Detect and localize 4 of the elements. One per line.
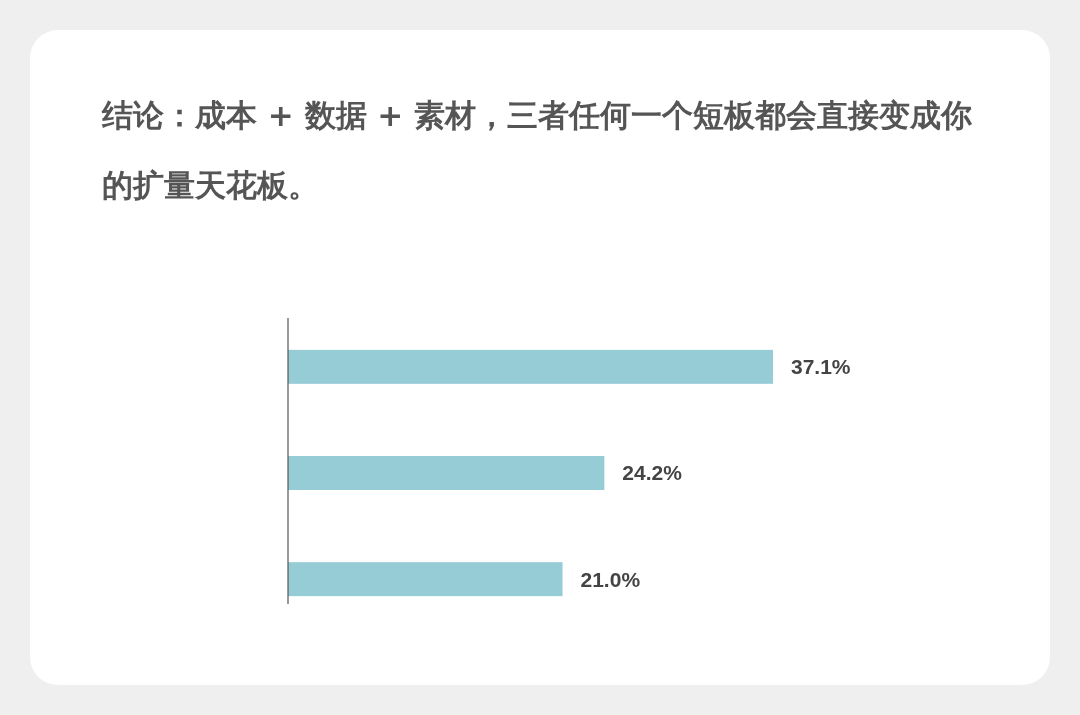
data-label: 37.1% [791,355,851,379]
chart-title: 结论：成本 + 数据 + 素材，三者任何一个短板都会直接变成你的扩量天花板。 [102,96,974,205]
data-label: 21.0% [580,567,641,591]
data-label: 24.2% [622,461,683,485]
